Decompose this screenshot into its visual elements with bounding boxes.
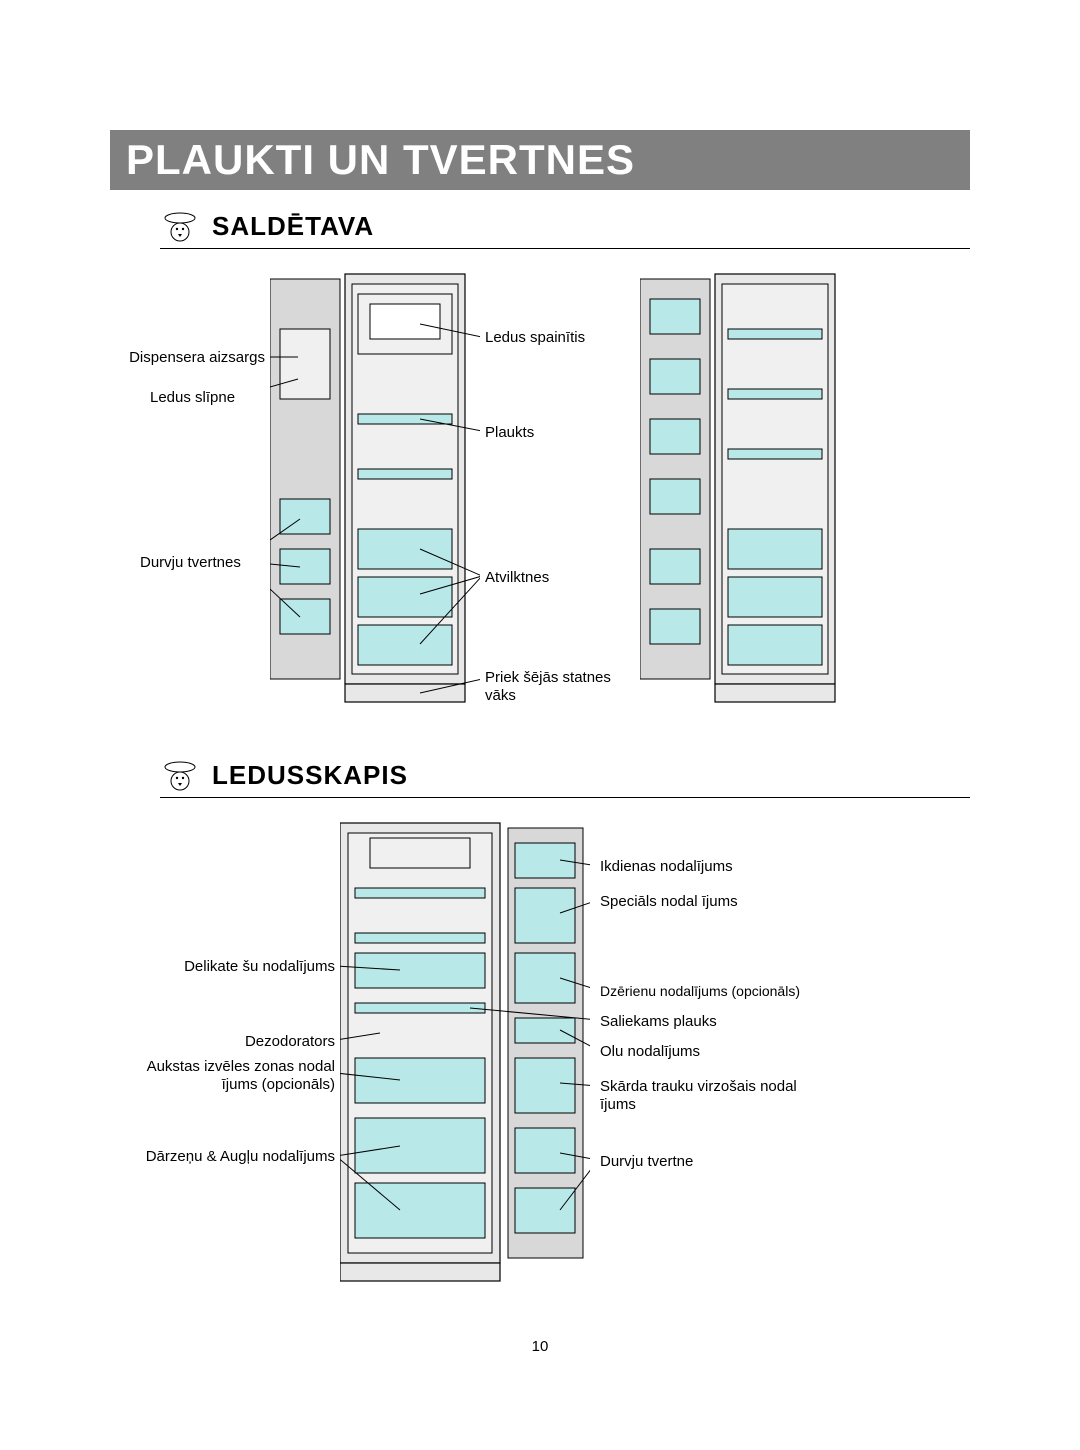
- label-front-leg-cover: Priek šējās statnes vāks: [485, 669, 645, 705]
- page-number: 10: [110, 1338, 970, 1355]
- label-ice-bucket: Ledus spainītis: [485, 329, 585, 347]
- penguin-icon: [160, 759, 200, 791]
- freezer-unit-left: [270, 269, 480, 709]
- freezer-unit-right: [640, 269, 850, 709]
- label-foldable-shelf: Saliekams plauks: [600, 1013, 717, 1031]
- page-title-bar: PLAUKTI UN TVERTNES: [110, 130, 970, 190]
- page-title: PLAUKTI UN TVERTNES: [126, 136, 635, 183]
- label-dispenser-guard: Dispensera aizsargs: [110, 349, 265, 367]
- fridge-heading: LEDUSSKAPIS: [212, 760, 408, 791]
- freezer-section-heading: SALDĒTAVA: [160, 210, 970, 249]
- fridge-diagram: Delikate šu nodalījums Dezodorators Auks…: [110, 818, 970, 1308]
- label-egg-bin: Olu nodalījums: [600, 1043, 700, 1061]
- label-can-dispenser: Skārda trauku virzošais nodal ījums: [600, 1078, 810, 1114]
- label-deodorizer: Dezodorators: [110, 1033, 335, 1051]
- freezer-heading: SALDĒTAVA: [212, 211, 374, 242]
- label-veg-fruit-bin: Dārzeņu & Augļu nodalījums: [110, 1148, 335, 1166]
- label-special-bin: Speciāls nodal ījums: [600, 893, 738, 911]
- penguin-icon: [160, 210, 200, 242]
- label-ice-chute: Ledus slīpne: [150, 389, 235, 407]
- label-beverage-bin: Dzērienu nodalījums (opcionāls): [600, 983, 800, 1000]
- label-cool-select-zone: Aukstas izvēles zonas nodal ījums (opcio…: [110, 1058, 335, 1094]
- label-deli-bin: Delikate šu nodalījums: [110, 958, 335, 976]
- label-daily-bin: Ikdienas nodalījums: [600, 858, 733, 876]
- label-door-bin: Durvju tvertne: [600, 1153, 693, 1171]
- fridge-unit: [340, 818, 590, 1288]
- label-door-bins: Durvju tvertnes: [140, 554, 241, 572]
- label-drawers: Atvilktnes: [485, 569, 549, 587]
- freezer-diagram: Dispensera aizsargs Ledus slīpne Durvju …: [110, 269, 970, 729]
- fridge-section-heading: LEDUSSKAPIS: [160, 759, 970, 798]
- label-shelf: Plaukts: [485, 424, 534, 442]
